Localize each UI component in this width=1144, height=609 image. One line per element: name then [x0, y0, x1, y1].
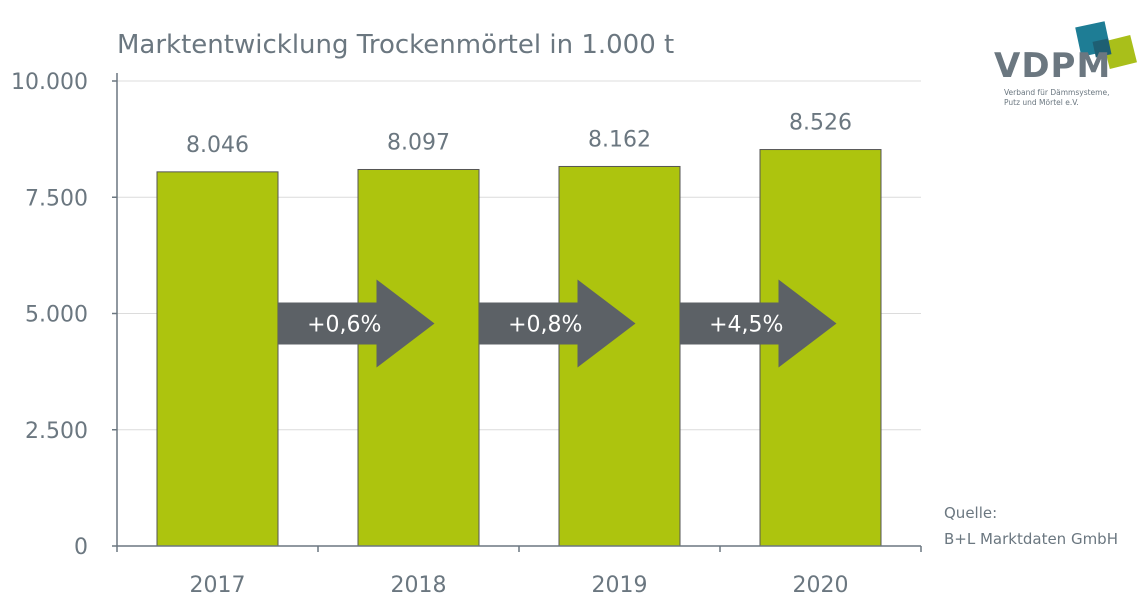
logo-squares-icon [1075, 21, 1137, 69]
x-tick-label: 2019 [592, 573, 648, 598]
growth-arrow [680, 279, 837, 368]
y-tick-label: 5.000 [25, 303, 88, 328]
bar-value-label: 8.097 [387, 130, 450, 155]
logo-subtitle-line2: Putz und Mörtel e.V. [1004, 98, 1079, 107]
chart-title: Marktentwicklung Trockenmörtel in 1.000 … [117, 30, 675, 60]
logo-wordmark: VDPM [994, 46, 1112, 86]
logo-subtitle-line1: Verband für Dämmsysteme, [1004, 88, 1110, 97]
growth-arrow [278, 279, 435, 368]
y-tick-label: 2.500 [25, 419, 88, 444]
bar-value-label: 8.526 [789, 111, 852, 136]
growth-label: +0,6% [307, 313, 381, 338]
x-tick-label: 2018 [391, 573, 447, 598]
growth-arrow [479, 279, 636, 368]
y-tick-label: 7.500 [25, 186, 88, 211]
y-tick-label: 0 [74, 535, 88, 560]
growth-label: +4,5% [709, 313, 783, 338]
bar-value-label: 8.046 [186, 133, 249, 158]
bar [759, 149, 882, 547]
bar [357, 168, 480, 547]
bar [156, 171, 279, 547]
x-tick-label: 2017 [190, 573, 246, 598]
source-text: B+L Marktdaten GmbH [944, 530, 1118, 548]
y-tick-label: 10.000 [11, 70, 88, 95]
x-tick-label: 2020 [793, 573, 849, 598]
bar [558, 165, 681, 547]
bar-value-label: 8.162 [588, 127, 651, 152]
source-note: Quelle: B+L Marktdaten GmbH [944, 500, 1118, 552]
growth-label: +0,8% [508, 313, 582, 338]
logo-subtitle: Verband für Dämmsysteme, Putz und Mörtel… [1004, 88, 1109, 108]
vdpm-logo: VDPM Verband für Dämmsysteme, Putz und M… [994, 10, 1139, 135]
source-label: Quelle: [944, 504, 998, 522]
